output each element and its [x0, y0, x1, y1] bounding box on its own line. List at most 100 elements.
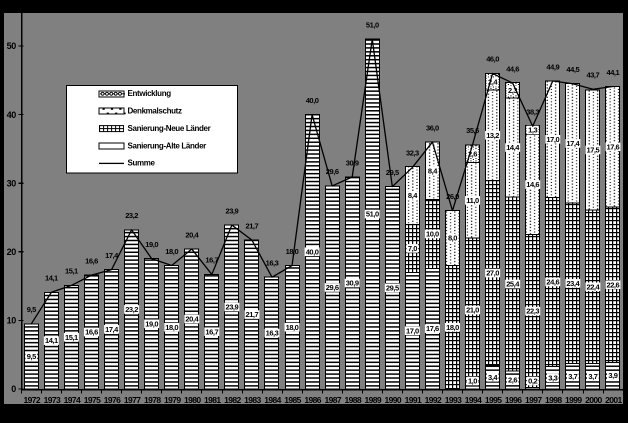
svg-text:2,4: 2,4	[488, 77, 498, 86]
svg-text:1989: 1989	[365, 395, 382, 405]
svg-text:17,6: 17,6	[426, 324, 439, 333]
svg-text:21,0: 21,0	[466, 306, 479, 315]
svg-text:7,0: 7,0	[408, 244, 417, 253]
svg-text:17,4: 17,4	[105, 251, 119, 260]
svg-text:25,4: 25,4	[506, 280, 520, 289]
svg-text:16,6: 16,6	[85, 328, 98, 337]
svg-text:1974: 1974	[64, 395, 81, 405]
svg-text:21,7: 21,7	[245, 310, 258, 319]
svg-text:24,6: 24,6	[546, 278, 559, 287]
svg-text:50: 50	[7, 41, 17, 51]
svg-text:21,7: 21,7	[245, 221, 258, 230]
svg-text:Sanierung-Neue Länder: Sanierung-Neue Länder	[128, 124, 211, 133]
svg-text:1987: 1987	[324, 395, 341, 405]
svg-text:3,7: 3,7	[568, 372, 577, 381]
svg-text:11,0: 11,0	[466, 196, 479, 205]
svg-text:3,3: 3,3	[548, 373, 557, 382]
svg-text:15,1: 15,1	[65, 267, 78, 276]
svg-text:16,3: 16,3	[266, 329, 279, 338]
svg-text:0: 0	[11, 384, 16, 394]
svg-text:30,9: 30,9	[346, 279, 359, 288]
svg-text:3,7: 3,7	[588, 372, 597, 381]
svg-text:18,0: 18,0	[286, 323, 299, 332]
svg-text:1990: 1990	[385, 395, 402, 405]
svg-text:8,0: 8,0	[448, 234, 457, 243]
svg-text:1985: 1985	[284, 395, 301, 405]
svg-text:17,4: 17,4	[105, 325, 119, 334]
svg-text:23,9: 23,9	[225, 206, 238, 215]
svg-text:20,4: 20,4	[185, 315, 199, 324]
svg-text:18,0: 18,0	[446, 323, 459, 332]
svg-text:1977: 1977	[124, 395, 141, 405]
svg-text:2,3: 2,3	[508, 86, 517, 95]
svg-text:1,3: 1,3	[528, 126, 537, 135]
svg-text:23,2: 23,2	[125, 305, 138, 314]
svg-text:51,0: 51,0	[366, 20, 379, 29]
svg-text:44,9: 44,9	[546, 62, 559, 71]
svg-text:23,4: 23,4	[566, 279, 580, 288]
svg-text:19,0: 19,0	[145, 240, 158, 249]
svg-text:23,2: 23,2	[125, 211, 138, 220]
svg-text:2,6: 2,6	[468, 149, 477, 158]
svg-text:18,0: 18,0	[165, 247, 178, 256]
svg-text:2001: 2001	[605, 395, 622, 405]
svg-text:1995: 1995	[485, 395, 502, 405]
svg-text:3,9: 3,9	[608, 371, 617, 380]
svg-text:23,9: 23,9	[225, 303, 238, 312]
svg-text:1997: 1997	[525, 395, 542, 405]
svg-text:40: 40	[7, 110, 17, 120]
svg-text:9,5: 9,5	[27, 305, 36, 314]
svg-text:14,6: 14,6	[526, 180, 539, 189]
svg-text:27,0: 27,0	[486, 269, 499, 278]
svg-text:32,3: 32,3	[406, 149, 419, 158]
svg-text:29,6: 29,6	[326, 167, 339, 176]
svg-text:1976: 1976	[104, 395, 121, 405]
svg-text:1972: 1972	[24, 395, 41, 405]
svg-text:1975: 1975	[84, 395, 101, 405]
svg-text:8,4: 8,4	[428, 167, 438, 176]
svg-text:15,1: 15,1	[65, 333, 78, 342]
svg-text:1973: 1973	[44, 395, 61, 405]
svg-text:43,7: 43,7	[586, 71, 599, 80]
svg-text:19,0: 19,0	[145, 319, 158, 328]
svg-text:1980: 1980	[184, 395, 201, 405]
svg-text:17,6: 17,6	[606, 142, 619, 151]
svg-text:1984: 1984	[264, 395, 281, 405]
svg-text:1991: 1991	[405, 395, 422, 405]
svg-text:10,0: 10,0	[426, 230, 439, 239]
svg-text:1994: 1994	[465, 395, 482, 405]
svg-text:1999: 1999	[565, 395, 582, 405]
svg-text:17,0: 17,0	[546, 135, 559, 144]
svg-text:16,7: 16,7	[205, 256, 218, 265]
svg-text:35,6: 35,6	[466, 126, 479, 135]
svg-text:14,1: 14,1	[45, 274, 58, 283]
svg-text:14,4: 14,4	[506, 143, 520, 152]
svg-text:18,0: 18,0	[165, 323, 178, 332]
svg-text:22,3: 22,3	[526, 307, 539, 316]
svg-text:18,0: 18,0	[286, 247, 299, 256]
svg-text:16,7: 16,7	[205, 327, 218, 336]
svg-text:16,3: 16,3	[266, 259, 279, 268]
svg-text:40,0: 40,0	[306, 247, 319, 256]
svg-text:17,0: 17,0	[406, 326, 419, 335]
svg-text:Entwicklung: Entwicklung	[128, 89, 172, 98]
svg-text:1988: 1988	[344, 395, 361, 405]
svg-text:1992: 1992	[425, 395, 442, 405]
svg-text:9,5: 9,5	[27, 352, 36, 361]
svg-text:29,5: 29,5	[386, 168, 399, 177]
svg-text:Denkmalschutz: Denkmalschutz	[128, 107, 182, 116]
svg-text:1993: 1993	[445, 395, 462, 405]
svg-text:26,0: 26,0	[446, 192, 459, 201]
svg-text:46,0: 46,0	[486, 55, 499, 64]
svg-text:36,0: 36,0	[426, 123, 439, 132]
svg-text:1996: 1996	[505, 395, 522, 405]
svg-text:13,2: 13,2	[486, 131, 499, 140]
svg-text:Summe: Summe	[128, 159, 156, 168]
svg-text:22,6: 22,6	[606, 280, 619, 289]
svg-text:Sanierung-Alte Länder: Sanierung-Alte Länder	[128, 141, 207, 150]
svg-text:17,5: 17,5	[586, 146, 599, 155]
svg-text:51,0: 51,0	[366, 210, 379, 219]
svg-text:8,4: 8,4	[408, 191, 418, 200]
svg-text:1981: 1981	[204, 395, 221, 405]
svg-text:1983: 1983	[244, 395, 261, 405]
